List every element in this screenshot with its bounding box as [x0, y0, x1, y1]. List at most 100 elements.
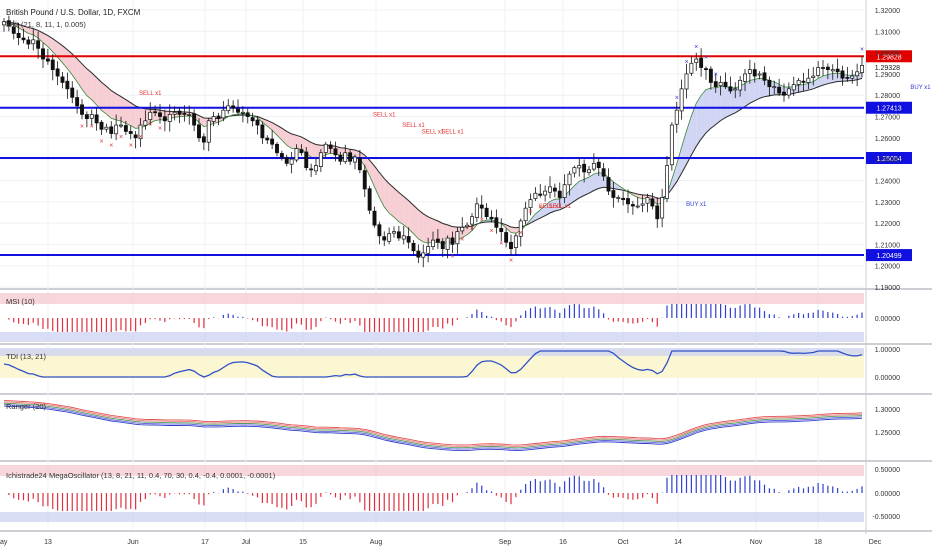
candle [821, 67, 825, 69]
candle [674, 109, 679, 125]
candle [494, 217, 499, 228]
time-axis: 13 Jun 17 Jul 15 Aug Sep 16 Oct 14 Nov 18 Dec ay [0, 539, 882, 546]
ribbon-segment [827, 73, 833, 84]
price-tick-label: 1.26000 [875, 136, 900, 143]
candle [36, 40, 41, 49]
price-tick-label: 1.31000 [875, 29, 900, 36]
level-tag [866, 152, 912, 165]
time-tick-label: 15 [299, 539, 307, 546]
ribbon-segment [374, 166, 380, 198]
ranger-line [3, 405, 863, 452]
ribbon-segment [691, 103, 697, 156]
candle [723, 81, 728, 88]
price-tick-label: 1.25000 [875, 157, 900, 164]
candle [11, 26, 16, 34]
ribbon-segment [199, 115, 204, 127]
ribbon-segment [584, 177, 589, 196]
sell-x-marker: × [109, 143, 113, 150]
ribbon-segment [86, 68, 92, 100]
candle [718, 82, 723, 86]
candle [679, 88, 684, 112]
ribbon-segment [735, 86, 741, 113]
candle [489, 216, 494, 220]
ribbon-segment [38, 30, 43, 43]
candle [611, 190, 616, 198]
ranger-line [3, 402, 863, 449]
candle [850, 75, 855, 79]
candle [587, 169, 591, 173]
sell-signal-label: SELL x1 [549, 204, 572, 210]
ribbon-segment [574, 181, 580, 202]
ribbon-segment [369, 160, 375, 187]
candle [265, 137, 270, 141]
ribbon-segment [720, 86, 726, 121]
candle [138, 124, 143, 140]
candle [104, 126, 109, 130]
ribbon-segment [418, 209, 424, 243]
ribbon-segment [433, 218, 438, 243]
ribbon-segment [428, 216, 433, 244]
ribbon-segment [725, 86, 731, 118]
ribbon-segment [384, 178, 390, 214]
sell-signal-label: SELL x1 [441, 130, 464, 136]
candle [465, 224, 470, 228]
candle [562, 184, 567, 198]
candle [328, 144, 333, 149]
candle [182, 112, 187, 115]
price-tick-label: 1.19000 [875, 285, 900, 292]
candle [172, 111, 177, 115]
candle [767, 79, 772, 88]
candle [747, 69, 752, 74]
candle [318, 152, 323, 167]
candle [738, 79, 743, 91]
ribbon-segment [96, 77, 102, 111]
candle [216, 115, 221, 120]
candle [538, 193, 543, 196]
candle [626, 198, 630, 205]
candle [518, 220, 523, 237]
candle [89, 114, 94, 119]
candle [825, 66, 830, 71]
candle [372, 210, 377, 226]
candle [45, 58, 50, 62]
candle [840, 70, 845, 79]
candle [591, 163, 596, 170]
time-tick-label: Nov [750, 539, 763, 546]
sell-x-marker: × [470, 226, 474, 233]
ribbon-segment [535, 209, 541, 221]
sell-x-marker: × [480, 217, 484, 224]
candle [504, 232, 509, 243]
ribbon-segment [106, 86, 112, 119]
ribbon-segment [286, 131, 292, 149]
msi-tick-label: 0.00000 [875, 316, 900, 323]
candle [84, 114, 89, 120]
candle [460, 226, 465, 232]
ribbon-segment [408, 200, 414, 234]
megaosc-title: Ichistrade24 MegaOscillator (13, 8, 21, … [6, 471, 276, 480]
mega-upper-zone [0, 465, 864, 476]
ribbon-segment [613, 181, 619, 190]
sell-x-marker: × [519, 230, 523, 237]
candle [240, 111, 245, 114]
keltner-ribbon [3, 21, 863, 245]
candle [2, 21, 6, 26]
candle [221, 109, 226, 119]
candle [704, 68, 708, 71]
sell-x-marker: × [138, 134, 142, 141]
candle [431, 239, 435, 248]
sell-x-marker: × [158, 126, 162, 133]
candle [616, 197, 621, 199]
ribbon-segment [77, 58, 82, 90]
candle [845, 77, 850, 79]
indicator-legend: Kelt (21, 8, 11, 1, 0.005) [6, 20, 86, 29]
sell-x-marker: × [489, 228, 493, 235]
sell-x-marker: × [538, 204, 542, 211]
candle [226, 105, 231, 112]
candle [245, 112, 250, 117]
candle [94, 114, 99, 124]
candle [474, 203, 479, 218]
tdi-tick-label: 1.00000 [875, 347, 900, 354]
candle [728, 86, 733, 92]
